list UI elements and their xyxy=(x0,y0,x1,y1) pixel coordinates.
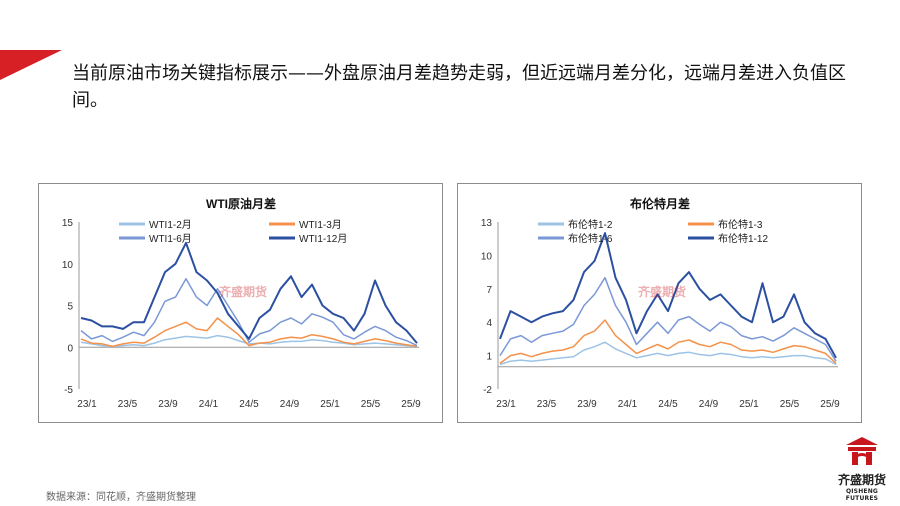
legend-label: 布伦特1-3 xyxy=(718,218,763,231)
x-tick-label: 24/5 xyxy=(239,399,259,410)
x-tick-label: 23/5 xyxy=(118,399,138,410)
chart-title: 布伦特月差 xyxy=(630,196,690,211)
x-tick-label: 25/5 xyxy=(780,399,800,410)
y-tick-label: -2 xyxy=(483,385,492,396)
y-tick-label: 10 xyxy=(481,251,493,262)
y-tick-label: 1 xyxy=(486,352,492,363)
brent-spread-chart: 布伦特月差 -2 1 4 7 10 13 23/1 23/5 23/9 24/1 24/5 24/9 25… xyxy=(481,196,840,410)
logo-name-en: QISHENG FUTURES xyxy=(845,488,879,502)
x-tick-label: 25/9 xyxy=(401,399,421,410)
legend-label: 布伦特1-6 xyxy=(568,232,613,245)
legend-label: WTI1-2月 xyxy=(149,219,192,231)
series-line-4 xyxy=(80,241,418,344)
x-tick-label: 23/1 xyxy=(77,399,97,410)
x-tick-label: 24/5 xyxy=(658,399,678,410)
chart-title: WTI原油月差 xyxy=(206,196,276,211)
wti-chart-panel: WTI原油月差 -5 0 5 10 15 23/1 23/5 23/9 24/1 24/5 24/9 2… xyxy=(38,183,443,423)
watermark-text: 齐盛期货 xyxy=(638,284,686,299)
series-line-2 xyxy=(80,317,418,348)
x-tick-label: 25/1 xyxy=(739,399,759,410)
x-tick-label: 24/9 xyxy=(280,399,300,410)
y-tick-label: 5 xyxy=(67,302,73,313)
x-tick-label: 23/5 xyxy=(537,399,557,410)
x-tick-label: 23/9 xyxy=(577,399,597,410)
x-tick-label: 23/1 xyxy=(496,399,516,410)
legend-label: 布伦特1-12 xyxy=(718,232,768,245)
x-tick-label: 24/1 xyxy=(199,399,219,410)
series-line-2 xyxy=(499,319,837,365)
series-line-3 xyxy=(80,278,418,347)
company-logo: 齐盛期货 QISHENG FUTURES xyxy=(832,436,892,502)
logo-name-cn: 齐盛期货 xyxy=(837,473,886,487)
series-line-1 xyxy=(499,341,837,366)
legend-label: 布伦特1-2 xyxy=(568,218,613,231)
watermark-text: 齐盛期货 xyxy=(219,284,267,299)
y-tick-label: -5 xyxy=(64,385,73,396)
brent-chart-panel: 布伦特月差 -2 1 4 7 10 13 23/1 23/5 23/9 24/1 24/5 24/9 25… xyxy=(457,183,862,423)
x-tick-label: 25/1 xyxy=(320,399,340,410)
data-source-note: 数据来源：同花顺，齐盛期货整理 xyxy=(46,492,196,503)
x-tick-label: 24/1 xyxy=(618,399,638,410)
y-tick-label: 13 xyxy=(481,218,493,229)
series-line-1 xyxy=(80,334,418,348)
x-tick-label: 24/9 xyxy=(699,399,719,410)
x-tick-label: 23/9 xyxy=(158,399,178,410)
x-tick-label: 25/5 xyxy=(361,399,381,410)
y-tick-label: 0 xyxy=(67,343,73,354)
x-tick-label: 25/9 xyxy=(820,399,840,410)
series-line-3 xyxy=(499,276,837,362)
legend-label: WTI1-3月 xyxy=(299,219,342,231)
page-title: 当前原油市场关键指标展示——外盘原油月差趋势走弱，但近远端月差分化，远端月差进入… xyxy=(72,63,846,111)
y-tick-label: 4 xyxy=(486,318,492,329)
y-tick-label: 10 xyxy=(62,260,74,271)
series-line-4 xyxy=(499,232,837,359)
y-tick-label: 15 xyxy=(62,218,74,229)
header-accent-bar xyxy=(0,50,62,80)
y-tick-label: 7 xyxy=(486,285,492,296)
qisheng-logo-icon xyxy=(846,437,878,465)
wti-spread-chart: WTI原油月差 -5 0 5 10 15 23/1 23/5 23/9 24/1 24/5 24/9 2… xyxy=(62,196,421,410)
legend-label: WTI1-12月 xyxy=(299,233,347,245)
legend-label: WTI1-6月 xyxy=(149,233,192,245)
